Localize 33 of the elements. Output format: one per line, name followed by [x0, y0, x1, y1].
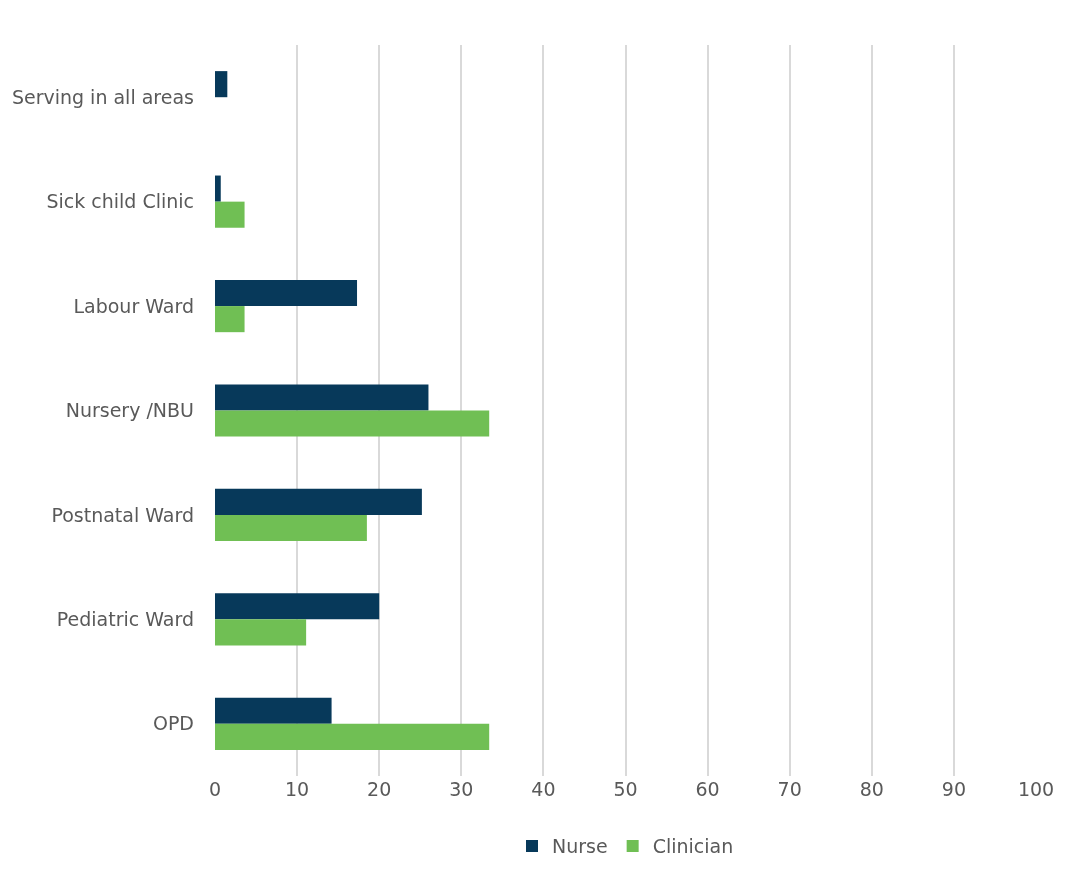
- x-tick-label: 100: [1017, 778, 1055, 800]
- x-tick-label: 50: [613, 778, 638, 800]
- bar: [215, 514, 367, 542]
- bar: [215, 619, 307, 646]
- bar: [215, 279, 358, 307]
- x-tick-label: 40: [531, 778, 556, 800]
- x-tick-label: 80: [859, 778, 884, 800]
- bar: [215, 723, 490, 750]
- bar: [215, 201, 245, 228]
- y-tick-label: OPD: [152, 712, 194, 735]
- x-tick-label: 60: [695, 778, 720, 800]
- y-tick-label: Nursery /NBU: [65, 399, 194, 422]
- x-tick-label: 70: [777, 778, 802, 800]
- y-tick-label: Sick child Clinic: [46, 190, 194, 213]
- x-tick-label: 90: [941, 778, 966, 800]
- legend-label: Nurse: [552, 835, 608, 858]
- x-tick-label: 30: [449, 778, 474, 800]
- y-tick-label: Pediatric Ward: [56, 608, 194, 631]
- bar: [215, 384, 429, 411]
- bar: [215, 71, 228, 98]
- bar: [215, 175, 221, 202]
- x-tick-label: 20: [367, 778, 392, 800]
- x-tick-label: 0: [208, 778, 222, 800]
- y-tick-label: Serving in all areas: [11, 85, 194, 108]
- bar: [215, 410, 490, 437]
- bar: [215, 306, 245, 333]
- bar: [215, 593, 380, 620]
- bar: [215, 697, 332, 724]
- bar: [215, 488, 422, 515]
- x-tick-label: 10: [285, 778, 310, 800]
- y-tick-label: Postnatal Ward: [51, 503, 194, 526]
- y-tick-label: Labour Ward: [73, 294, 194, 317]
- legend-label: Clinician: [652, 835, 734, 858]
